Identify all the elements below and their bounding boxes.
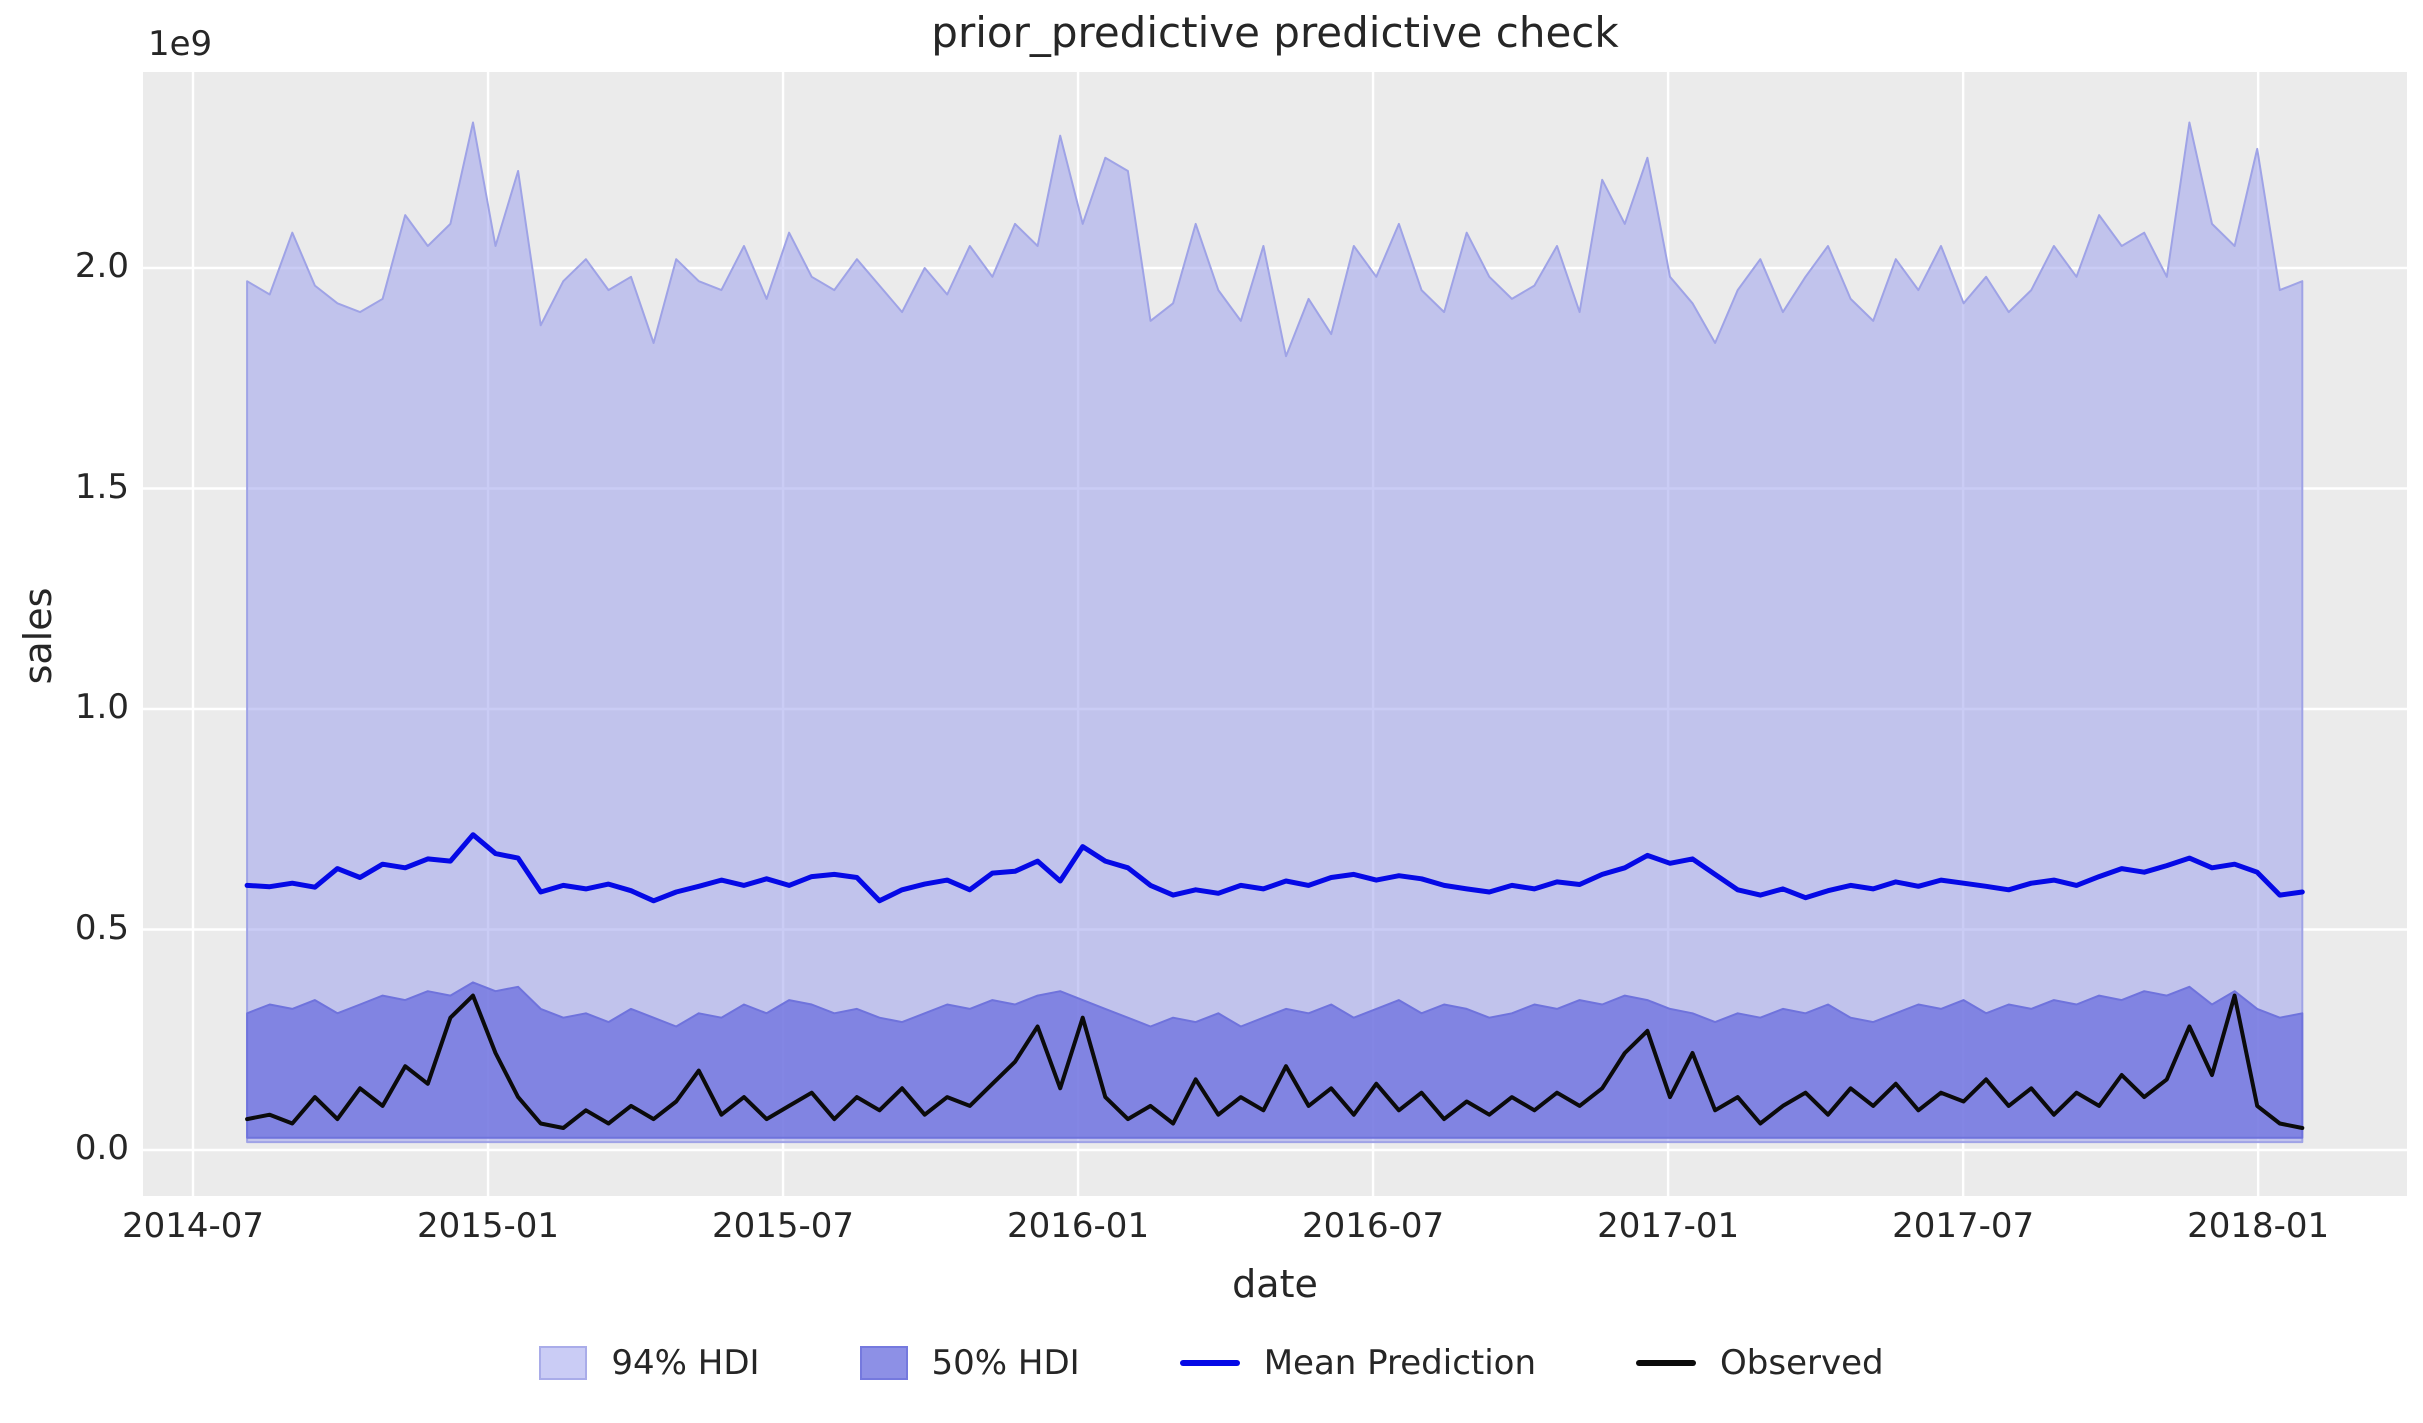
legend-item-50-hdi: 50% HDI: [859, 1343, 1080, 1383]
x-tick-label: 2017-07: [1892, 1206, 2035, 1246]
mean-line-swatch-icon: [1179, 1360, 1240, 1366]
legend-label: 50% HDI: [931, 1343, 1080, 1383]
legend-label: Mean Prediction: [1263, 1343, 1537, 1383]
legend-item-observed: Observed: [1636, 1343, 1884, 1383]
legend-label: 94% HDI: [611, 1343, 760, 1383]
x-tick-label: 2015-07: [712, 1206, 855, 1246]
legend: 94% HDI 50% HDI Mean Prediction Observed: [0, 1338, 2423, 1388]
x-tick-label: 2015-01: [416, 1206, 560, 1246]
y-tick-label: 1.5: [74, 466, 129, 507]
hdi94-swatch-icon: [539, 1346, 588, 1380]
x-tick-label: 2014-07: [121, 1206, 265, 1246]
chart-title: prior_predictive predictive check: [931, 8, 1619, 57]
hdi94-band: [246, 121, 2304, 1144]
x-tick-label: 2018-01: [2187, 1206, 2330, 1246]
y-tick-label: 0.0: [74, 1128, 129, 1168]
x-tick-label: 2016-01: [1007, 1206, 1150, 1246]
legend-label: Observed: [1720, 1343, 1884, 1383]
x-tick-label: 2017-01: [1597, 1206, 1740, 1246]
observed-line: [245, 993, 2305, 1130]
x-axis-label: date: [1232, 1262, 1318, 1306]
y-tick-label: 2.0: [74, 246, 129, 286]
y-axis-offset-label: 1e9: [148, 24, 213, 64]
hdi50-swatch-icon: [859, 1346, 908, 1380]
observed-line-swatch-icon: [1636, 1360, 1697, 1366]
x-tick-label: 2016-07: [1302, 1206, 1445, 1246]
y-tick-label: 1.0: [74, 687, 129, 727]
legend-item-94-hdi: 94% HDI: [539, 1343, 760, 1383]
mean-prediction-line: [244, 832, 2305, 904]
hdi50-band: [246, 981, 2304, 1139]
legend-item-mean-prediction: Mean Prediction: [1179, 1343, 1537, 1383]
y-tick-label: 0.5: [74, 907, 129, 948]
